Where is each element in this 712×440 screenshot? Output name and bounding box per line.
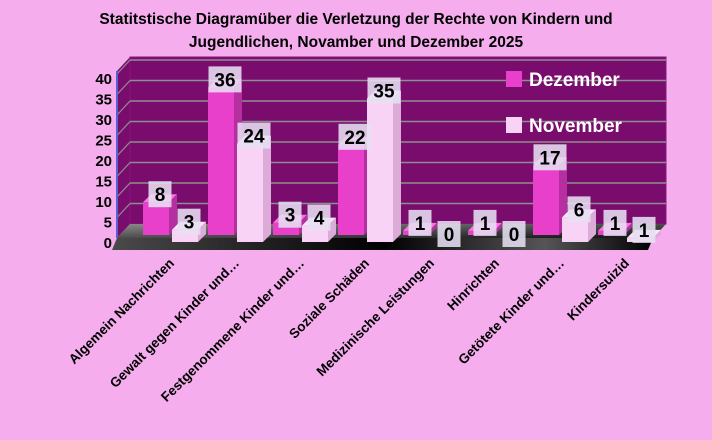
value-label-box-november-7 (632, 216, 656, 243)
legend-label-dezember: Dezember (529, 70, 620, 91)
value-label-dezember-0: 8 (155, 185, 166, 206)
value-label-box-november-4 (437, 221, 461, 247)
bar-dezember-6-face (533, 165, 559, 235)
gridline-side-35 (116, 80, 131, 95)
bar-november-6-face (562, 217, 588, 242)
bar-november-0-face (198, 221, 206, 242)
value-label-dezember-3: 22 (344, 128, 365, 149)
y-tick-label-15: 15 (95, 174, 112, 191)
category-label-5: Hinrichten (444, 256, 502, 314)
y-tick-label-20: 20 (95, 153, 112, 170)
value-label-box-dezember-6 (533, 144, 567, 171)
value-label-dezember-6: 17 (539, 148, 560, 169)
value-label-box-november-5 (502, 221, 526, 247)
gridline-side-20 (116, 141, 131, 157)
gridline-side-40 (116, 59, 131, 75)
value-label-box-dezember-7 (603, 209, 627, 236)
value-label-dezember-7: 1 (610, 214, 621, 235)
bar-dezember-1-face (208, 87, 234, 236)
value-label-box-november-3 (367, 77, 401, 104)
value-label-box-dezember-2 (278, 201, 302, 228)
chart-title: Statitstische Diagramüber die Verletzung… (0, 8, 712, 55)
legend: Dezember November (506, 70, 623, 137)
value-label-box-november-6 (567, 196, 591, 223)
bar-november-3-face (393, 90, 401, 242)
value-label-dezember-4: 1 (415, 214, 426, 235)
bar-november-1-face (237, 143, 263, 242)
value-label-box-dezember-1 (208, 66, 242, 93)
y-tick-label-35: 35 (95, 92, 112, 109)
gridline-side-25 (116, 121, 131, 136)
legend-swatch-november (506, 117, 522, 133)
category-label-6: Getötete Kinder und… (455, 256, 567, 368)
value-label-box-dezember-5 (473, 209, 497, 236)
gridline-side-5 (116, 203, 131, 218)
y-tick-label-25: 25 (95, 133, 112, 150)
value-label-box-dezember-4 (408, 209, 432, 236)
value-label-dezember-5: 1 (480, 214, 491, 235)
y-tick-label-40: 40 (95, 71, 112, 88)
value-label-november-1: 24 (243, 127, 265, 148)
value-label-box-november-2 (307, 204, 331, 231)
category-label-1: Gewalt gegen Kinder und… (107, 256, 242, 391)
value-label-box-november-0 (177, 208, 201, 235)
bar-november-1-face (263, 135, 271, 242)
category-label-7: Kindersuizid (564, 256, 632, 324)
bar-november-1 (237, 135, 271, 242)
gridline-side-15 (116, 162, 131, 177)
value-label-box-november-1 (237, 122, 271, 149)
gridline-side-10 (116, 182, 131, 198)
bar-dezember-0-face (143, 202, 169, 235)
legend-swatch-dezember (506, 71, 522, 87)
category-label-2: Festgenommene Kinder und… (158, 256, 307, 405)
legend-label-november: November (529, 116, 623, 137)
value-label-november-0: 3 (184, 213, 195, 234)
y-tick-label-5: 5 (104, 215, 112, 232)
y-tick-label-10: 10 (95, 194, 112, 211)
chart-title-line1: Statitstische Diagramüber die Verletzung… (99, 11, 613, 28)
value-label-dezember-1: 36 (214, 70, 235, 91)
chart-title-line2: Jugendlichen, Novamber und Dezember 2025 (188, 34, 524, 52)
value-label-dezember-2: 3 (285, 206, 296, 227)
value-label-box-dezember-3 (338, 123, 372, 150)
bar-dezember-1 (208, 79, 242, 236)
value-label-november-4: 0 (444, 225, 455, 246)
category-label-0: Algemein Nachrichten (66, 256, 177, 367)
value-label-november-2: 4 (314, 209, 325, 230)
value-label-november-7: 1 (639, 221, 650, 242)
value-label-november-6: 6 (574, 200, 585, 221)
y-tick-label-30: 30 (95, 112, 112, 129)
category-label-4: Medizinische Leistungen (314, 256, 438, 380)
gridline-side-30 (116, 100, 131, 116)
value-label-november-3: 35 (373, 82, 395, 103)
bar-november-3 (367, 90, 401, 242)
y-tick-label-0: 0 (104, 235, 112, 252)
bar-dezember-3-face (338, 144, 364, 235)
bar-november-3-face (367, 98, 393, 242)
bar-dezember-3 (338, 136, 372, 235)
value-label-november-5: 0 (509, 225, 520, 246)
value-label-box-dezember-0 (148, 181, 172, 208)
